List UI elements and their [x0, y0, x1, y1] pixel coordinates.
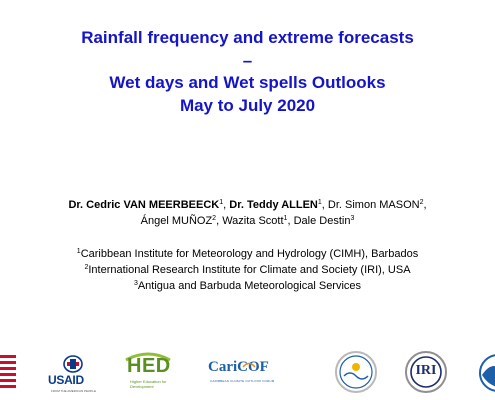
author-affiliation-mark: 2 [419, 199, 424, 206]
author-name: Dale Destin [293, 215, 351, 227]
noaa-seal-icon [478, 353, 495, 398]
title-line: Wet days and Wet spells Outlooks [109, 73, 386, 92]
usaid-tagline: FROM THE AMERICAN PEOPLE [51, 389, 96, 393]
author-name: Wazita Scott [222, 215, 284, 227]
hed-logo: HED Higher Education for Development [124, 349, 174, 397]
caricof-logo: CariCOF CARIBBEAN CLIMATE OUTLOOK FORUM [208, 359, 288, 389]
usaid-seal-icon [63, 355, 83, 378]
us-flag-icon [0, 355, 16, 396]
author-name: Dr. Simon MASON [327, 199, 420, 211]
affiliation-mark: 1 [76, 248, 81, 255]
affiliation-text: Antigua and Barbuda Meteorological Servi… [137, 280, 362, 292]
author-affiliation-mark: 1 [219, 199, 224, 206]
affiliation-item: 1Caribbean Institute for Meteorology and… [0, 246, 495, 262]
cimh-seal-icon [334, 350, 378, 399]
author-affiliation-mark: 3 [350, 215, 355, 222]
caricof-tagline: CARIBBEAN CLIMATE OUTLOOK FORUM [210, 379, 275, 383]
sponsor-logos: USAID FROM THE AMERICAN PEOPLE HED Highe… [0, 345, 495, 400]
affiliation-item: 3Antigua and Barbuda Meteorological Serv… [0, 278, 495, 294]
affiliation-item: 2International Research Institute for Cl… [0, 262, 495, 278]
hed-tagline: Higher Education for Development [130, 379, 167, 389]
affiliation-mark: 3 [133, 280, 138, 287]
hed-wordmark: HED [127, 355, 171, 377]
author-affiliation-mark: 1 [283, 215, 288, 222]
slide-title: Rainfall frequency and extreme forecasts… [0, 27, 495, 117]
iri-wordmark: IRI [415, 363, 437, 378]
author-name: Dr. Teddy ALLEN [229, 199, 318, 211]
author-name: Dr. Cedric VAN MEERBEECK [68, 199, 220, 211]
affiliation-text: International Research Institute for Cli… [88, 264, 411, 276]
usaid-logo: USAID FROM THE AMERICAN PEOPLE [48, 355, 98, 395]
author-affiliation-mark: 1 [317, 199, 322, 206]
affiliation-text: Caribbean Institute for Meteorology and … [80, 248, 419, 260]
affiliation-list: 1Caribbean Institute for Meteorology and… [0, 246, 495, 294]
caricof-wordmark: CariCOF [208, 359, 269, 375]
caricof-logo-icon [242, 355, 256, 373]
author-line: Dr. Cedric VAN MEERBEECK1, Dr. Teddy ALL… [68, 199, 427, 211]
title-line: – [242, 50, 253, 70]
title-line: Rainfall frequency and extreme forecasts [81, 28, 414, 47]
author-list: Dr. Cedric VAN MEERBEECK1, Dr. Teddy ALL… [0, 197, 495, 229]
affiliation-mark: 2 [84, 264, 89, 271]
author-name: Ángel MUÑOZ [140, 215, 213, 227]
iri-seal-icon: IRI [404, 350, 448, 399]
title-line: May to July 2020 [179, 95, 316, 115]
hed-logo-icon [124, 349, 172, 367]
author-line: Ángel MUÑOZ2, Wazita Scott1, Dale Destin… [140, 215, 355, 227]
usaid-wordmark: USAID [48, 373, 84, 387]
author-affiliation-mark: 2 [212, 215, 217, 222]
